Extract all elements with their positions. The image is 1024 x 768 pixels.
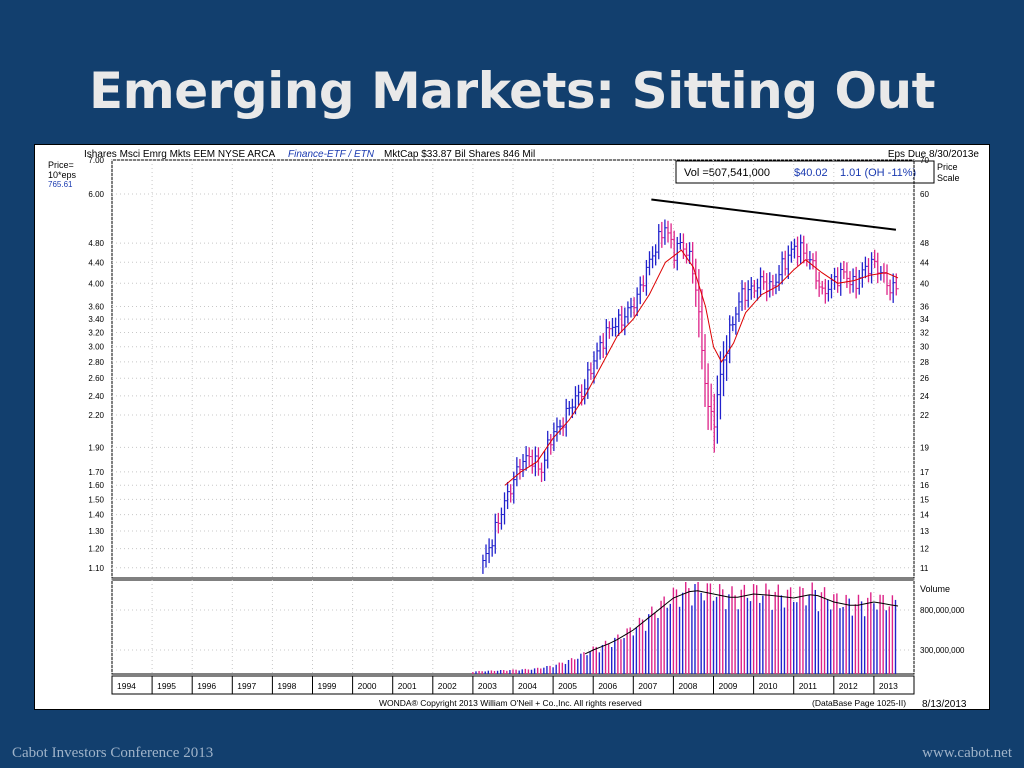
chart-date: 8/13/2013: [922, 699, 967, 710]
right-axis-label-price: Price: [937, 162, 958, 172]
volume-bars: [472, 582, 899, 674]
header-symbol-info: Ishares Msci Emrg Mkts EEM NYSE ARCA: [84, 149, 275, 160]
year-label: 1995: [157, 681, 176, 691]
left-tick-label: 2.60: [88, 374, 104, 383]
left-tick-label: 3.60: [88, 303, 104, 312]
stock-chart: Ishares Msci Emrg Mkts EEM NYSE ARCA Fin…: [34, 144, 990, 710]
year-label: 1996: [197, 681, 216, 691]
left-tick-label: 1.30: [88, 527, 104, 536]
right-tick-label: 19: [920, 443, 929, 452]
left-axis-label-value: 765.61: [48, 180, 73, 189]
price-box-price: $40.02: [794, 167, 828, 179]
copyright-text: WONDA® Copyright 2013 William O'Neil + C…: [379, 698, 642, 708]
price-lines: [504, 198, 899, 486]
left-tick-label: 1.60: [88, 481, 104, 490]
right-tick-label: 28: [920, 358, 929, 367]
footer-website: www.cabot.net: [922, 745, 1012, 761]
year-label: 1999: [318, 681, 337, 691]
moving-average-line: [504, 249, 899, 486]
right-tick-label: 32: [920, 328, 929, 337]
price-info-box: [675, 160, 935, 184]
year-label: 1998: [277, 681, 296, 691]
grid-lines: [111, 159, 915, 674]
price-box-volume: Vol =507,541,000: [684, 167, 770, 179]
left-tick-label: 2.40: [88, 392, 104, 401]
year-label: 2009: [719, 681, 738, 691]
database-page: (DataBase Page 1025-II): [812, 698, 906, 708]
chart-svg: Ishares Msci Emrg Mkts EEM NYSE ARCA Fin…: [34, 144, 990, 710]
right-tick-label: 30: [920, 343, 929, 352]
right-axis-label-scale: Scale: [937, 173, 960, 183]
left-tick-label: 4.00: [88, 279, 104, 288]
right-tick-label: 40: [920, 279, 929, 288]
left-tick-label: 3.00: [88, 343, 104, 352]
year-label: 2012: [839, 681, 858, 691]
right-tick-label: 36: [920, 303, 929, 312]
right-tick-label: 16: [920, 481, 929, 490]
left-tick-label: 3.40: [88, 315, 104, 324]
right-tick-label: 70: [920, 156, 929, 165]
price-box-change: 1.01 (OH -11%): [840, 167, 916, 179]
header-category: Finance-ETF / ETN: [288, 149, 375, 160]
outer-frame: [34, 144, 990, 710]
left-tick-label: 4.40: [88, 258, 104, 267]
right-tick-label: 34: [920, 315, 929, 324]
slide-title: Emerging Markets: Sitting Out: [89, 62, 935, 120]
left-tick-label: 3.20: [88, 328, 104, 337]
left-tick-label: 1.40: [88, 511, 104, 520]
year-axis: 1994 1995 1996 1997 1998 1999 2000 2001 2002 2003…: [111, 676, 915, 694]
right-tick-label: 60: [920, 190, 929, 199]
right-tick-label: 17: [920, 468, 929, 477]
right-tick-label: 26: [920, 374, 929, 383]
axis-ticks: 1.10 11 1.20 12 1.30 13 1.40 14 1.50 15 1.60 16 1.70…: [88, 156, 965, 655]
left-tick-label: 1.20: [88, 545, 104, 554]
left-tick-label: 2.20: [88, 411, 104, 420]
year-label: 2002: [438, 681, 457, 691]
volume-tick-label: 300,000,000: [920, 646, 965, 655]
year-label: 2006: [598, 681, 617, 691]
left-axis-label-eps: 10*eps: [48, 170, 77, 180]
left-tick-label: 6.00: [88, 190, 104, 199]
year-label: 2011: [799, 681, 818, 691]
price-bars: [482, 219, 899, 574]
year-label: 2007: [638, 681, 657, 691]
year-label: 2000: [358, 681, 377, 691]
header-market-cap: MktCap $33.87 Bil Shares 846 Mil: [384, 149, 535, 160]
right-tick-label: 15: [920, 495, 929, 504]
volume-average-line: [584, 590, 899, 655]
year-label: 1994: [117, 681, 136, 691]
resistance-trendline: [651, 198, 897, 231]
left-tick-label: 1.70: [88, 468, 104, 477]
left-tick-label: 1.10: [88, 564, 104, 573]
year-label: 2004: [518, 681, 537, 691]
year-label: 2010: [759, 681, 778, 691]
year-label: 2008: [678, 681, 697, 691]
right-tick-label: 14: [920, 511, 929, 520]
year-label: 1997: [237, 681, 256, 691]
left-tick-label: 1.90: [88, 443, 104, 452]
right-tick-label: 44: [920, 258, 929, 267]
left-tick-label: 2.80: [88, 358, 104, 367]
left-tick-label: 1.50: [88, 495, 104, 504]
right-tick-label: 11: [920, 564, 929, 573]
footer-conference: Cabot Investors Conference 2013: [12, 745, 214, 761]
header-eps-due: Eps Due 8/30/2013e: [888, 149, 980, 160]
left-tick-label: 7.00: [88, 156, 104, 165]
year-label: 2013: [879, 681, 898, 691]
year-label: 2005: [558, 681, 577, 691]
volume-axis-label: Volume: [920, 584, 950, 594]
volume-tick-label: 800,000,000: [920, 606, 965, 615]
right-tick-label: 24: [920, 392, 929, 401]
left-axis-label-price: Price=: [48, 160, 74, 170]
right-tick-label: 22: [920, 411, 929, 420]
left-tick-label: 4.80: [88, 239, 104, 248]
right-tick-label: 48: [920, 239, 929, 248]
year-label: 2003: [478, 681, 497, 691]
right-tick-label: 12: [920, 545, 929, 554]
year-label: 2001: [398, 681, 417, 691]
right-tick-label: 13: [920, 527, 929, 536]
